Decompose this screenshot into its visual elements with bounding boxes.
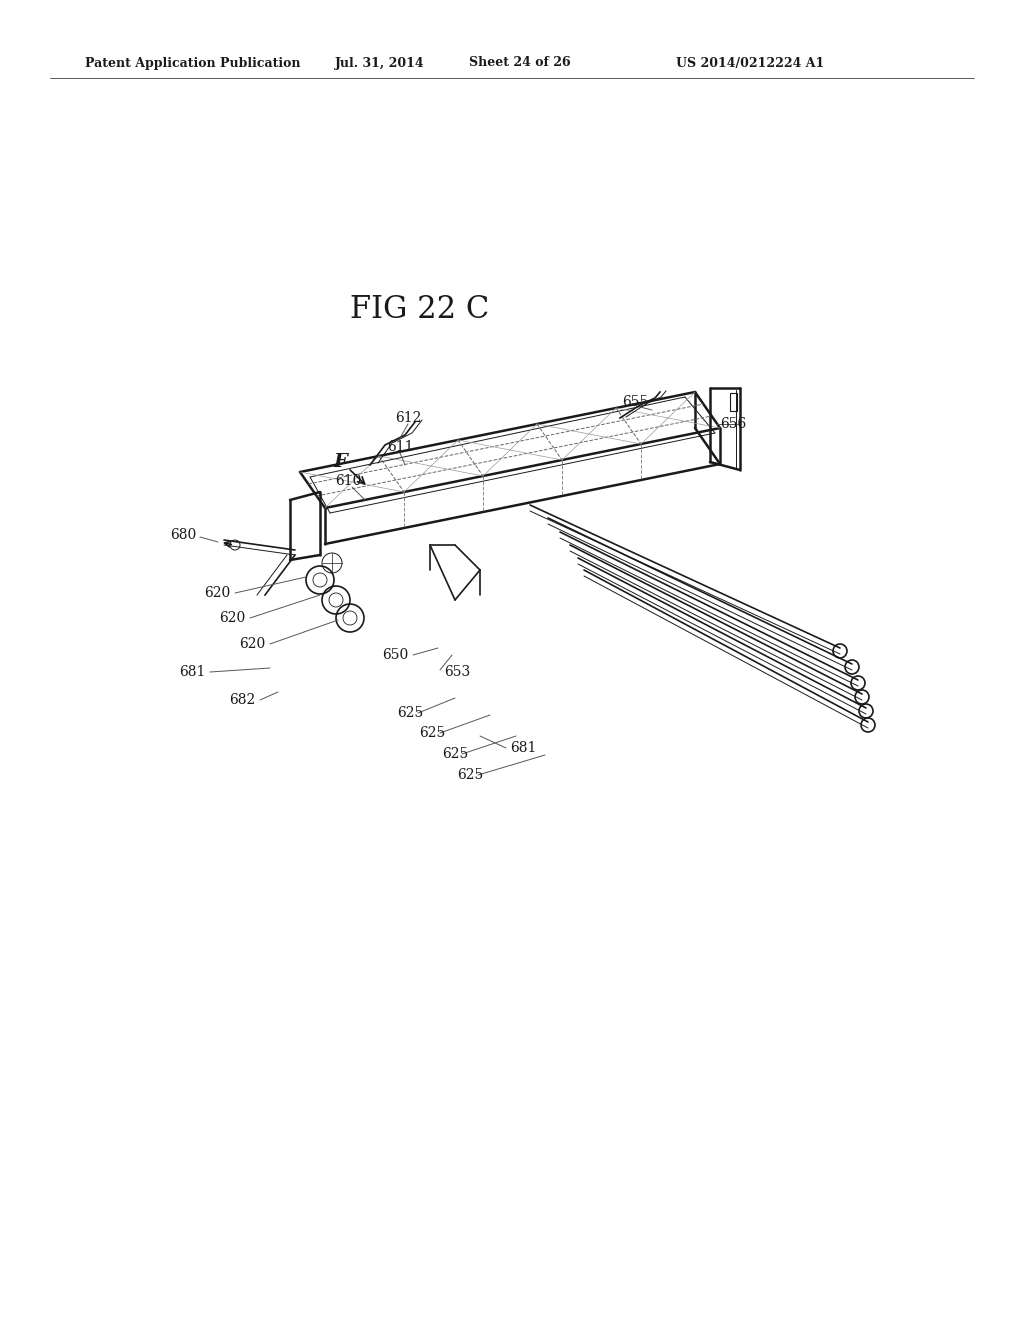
Text: 655: 655	[622, 395, 648, 409]
Text: US 2014/0212224 A1: US 2014/0212224 A1	[676, 57, 824, 70]
Text: 625: 625	[442, 747, 468, 762]
Text: 680: 680	[170, 528, 196, 543]
Text: 650: 650	[382, 648, 408, 663]
Text: 612: 612	[395, 411, 421, 425]
Text: 682: 682	[228, 693, 255, 708]
Text: Patent Application Publication: Patent Application Publication	[85, 57, 300, 70]
Text: Sheet 24 of 26: Sheet 24 of 26	[469, 57, 570, 70]
Text: 656: 656	[720, 417, 746, 432]
Text: 625: 625	[419, 726, 445, 741]
Bar	[730, 393, 737, 411]
Text: Jul. 31, 2014: Jul. 31, 2014	[335, 57, 425, 70]
Text: 625: 625	[457, 768, 483, 781]
Text: 620: 620	[204, 586, 230, 601]
Text: 610: 610	[335, 474, 361, 488]
Text: 620: 620	[239, 638, 265, 651]
Text: 681: 681	[178, 665, 205, 678]
Text: 653: 653	[444, 665, 470, 678]
Text: FIG 22 C: FIG 22 C	[350, 294, 489, 326]
Text: 625: 625	[397, 706, 423, 719]
Text: 681: 681	[510, 741, 537, 755]
Text: 620: 620	[219, 611, 245, 624]
Text: 611: 611	[387, 440, 414, 454]
Text: F: F	[333, 453, 347, 471]
